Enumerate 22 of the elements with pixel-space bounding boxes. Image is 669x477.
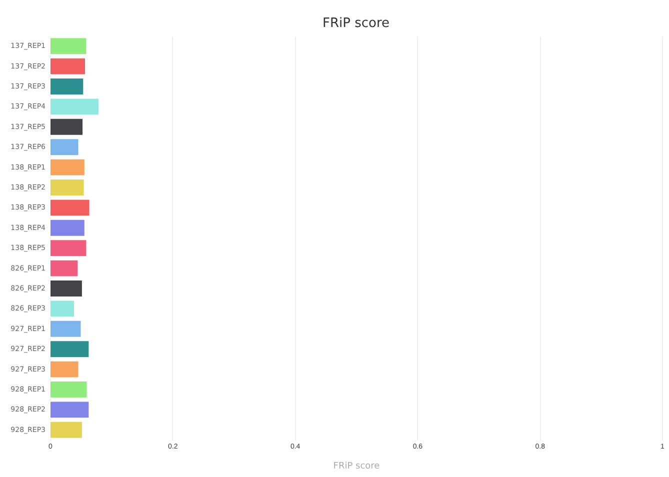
bar (50, 380, 88, 398)
bar (50, 138, 80, 156)
x-axis-title: FRiP score (333, 462, 380, 472)
bar (50, 259, 79, 278)
bar (50, 400, 90, 419)
bar (50, 420, 83, 439)
bar (50, 218, 86, 237)
bar (50, 98, 100, 116)
bar (50, 280, 83, 298)
chart-title: FRiP score (322, 16, 390, 31)
bar (50, 178, 85, 196)
bar (50, 158, 86, 176)
bar (50, 320, 82, 338)
bar (50, 57, 86, 76)
bar (50, 239, 88, 258)
bar (50, 37, 88, 56)
bar (50, 78, 84, 96)
bar (50, 300, 75, 318)
bar (50, 118, 84, 136)
bar (50, 360, 80, 378)
bar (50, 198, 90, 217)
bar (50, 340, 90, 358)
